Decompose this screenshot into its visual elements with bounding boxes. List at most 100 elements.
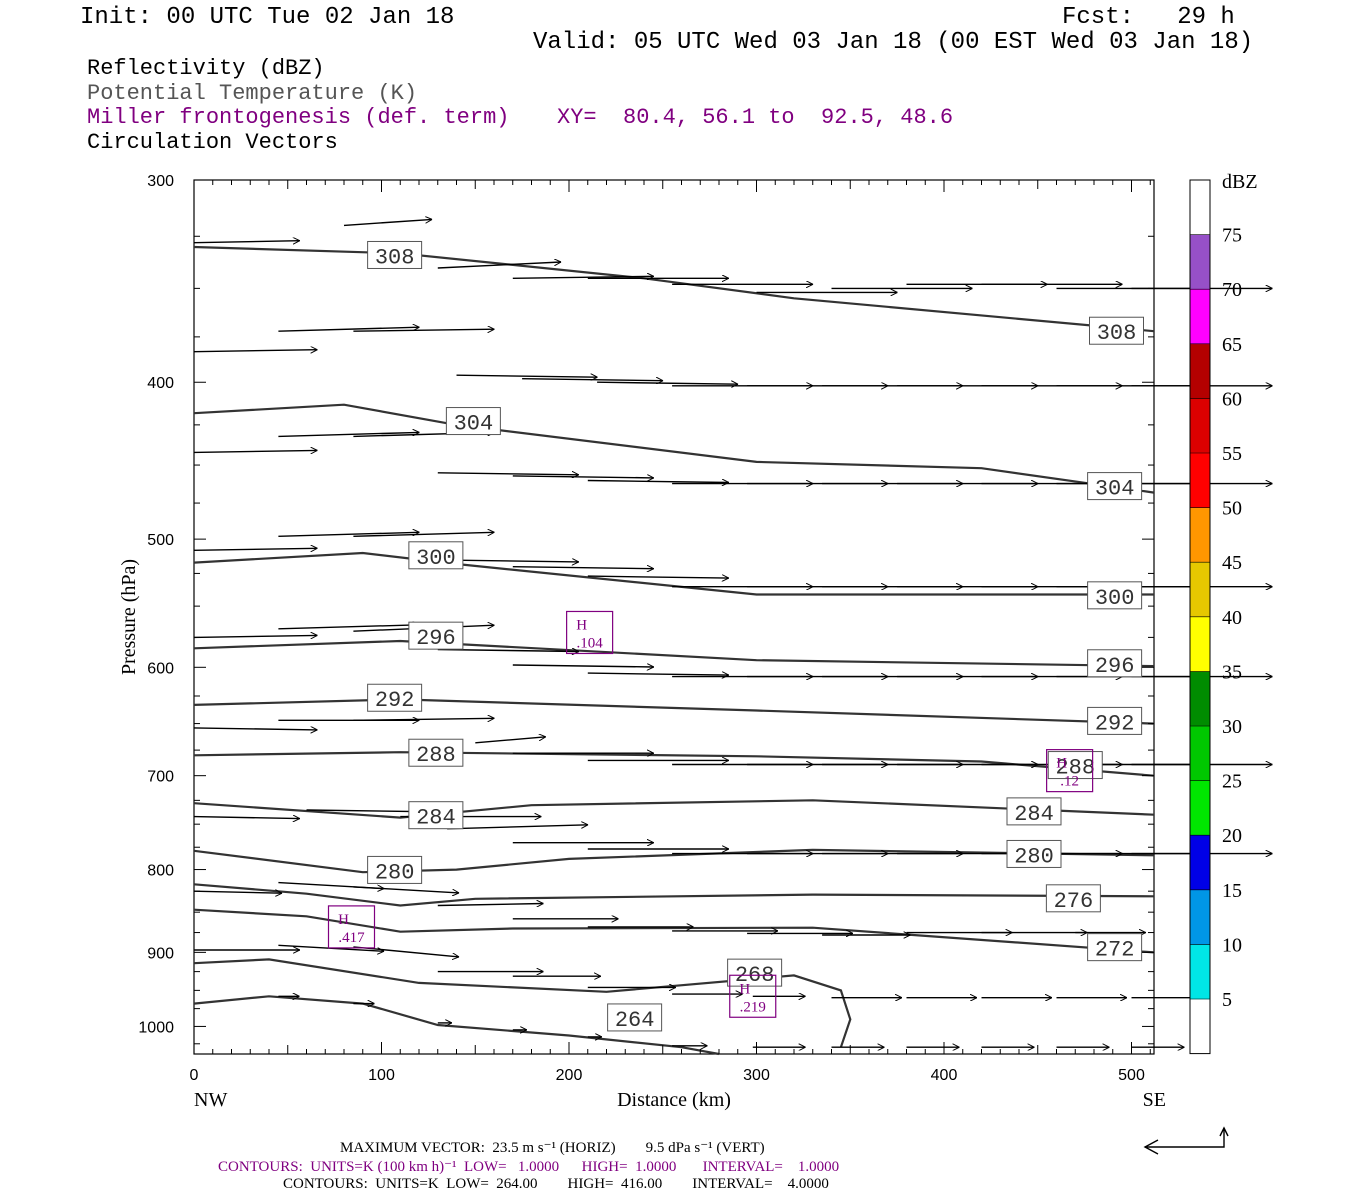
circulation-vector — [353, 886, 459, 893]
colorbar-label: 20 — [1222, 825, 1242, 847]
theta-label-box — [1006, 797, 1062, 826]
theta-label-box — [1006, 839, 1062, 868]
circulation-vector — [193, 350, 317, 352]
cross-section-endpoints: XY= 80.4, 56.1 to 92.5, 48.6 — [557, 105, 954, 130]
colorbar-label: 50 — [1222, 498, 1242, 520]
theta-label: 288 — [416, 743, 456, 768]
theta-contour-304 — [193, 403, 1155, 494]
colorbar-bin — [1190, 180, 1210, 235]
theta-label-box — [445, 407, 501, 436]
frontogenesis-max-label: H — [338, 912, 349, 928]
colorbar-label: 25 — [1222, 771, 1242, 793]
dbz-colorbar: 5 10 15 20 25 30 35 40 45 50 55 60 65 70 75 dBZ — [1189, 171, 1258, 1055]
field-potential-temperature: Potential Temperature (K) — [87, 81, 418, 106]
circulation-vector — [475, 737, 546, 744]
forecast-hour: Fcst: 29 h — [1062, 4, 1235, 31]
circulation-vector — [353, 718, 494, 720]
theta-label-box — [367, 683, 423, 712]
colorbar-bin — [1190, 671, 1210, 727]
theta-label-box — [1087, 649, 1143, 678]
circulation-vector — [193, 635, 317, 637]
theta-contour-272 — [193, 908, 1155, 954]
colorbar-bin — [1190, 398, 1210, 454]
theta-label-box — [1089, 316, 1144, 345]
theta-label-box — [1087, 706, 1143, 735]
colorbar-bin — [1190, 507, 1210, 563]
colorbar-label: 75 — [1222, 225, 1242, 247]
colorbar-bin — [1190, 889, 1210, 945]
frontogenesis-max-label: H — [576, 617, 587, 633]
circulation-vector — [353, 532, 494, 537]
circulation-vector — [193, 450, 317, 452]
circulation-vector — [512, 276, 654, 278]
colorbar-bin — [1190, 453, 1210, 508]
frontogenesis-max-value: .104 — [577, 635, 604, 651]
theta-label: 308 — [1097, 321, 1137, 346]
plot-frame — [193, 179, 1155, 1055]
circulation-vector — [437, 473, 579, 475]
circulation-vector — [437, 650, 579, 652]
circulation-vector — [587, 673, 729, 675]
circulation-vector — [278, 625, 419, 630]
y-tick-label: 900 — [147, 945, 174, 962]
y-tick-label: 600 — [147, 660, 174, 677]
colorbar-bin — [1190, 780, 1210, 836]
field-miller-frontogenesis: Miller frontogenesis (def. term) — [87, 105, 510, 130]
y-tick-label: 400 — [147, 375, 174, 392]
reference-vector-icon — [1143, 1126, 1229, 1155]
y-tick-label: 700 — [147, 769, 174, 786]
colorbar-label: 45 — [1222, 552, 1242, 574]
circulation-vector — [343, 219, 432, 227]
circulation-vector — [456, 375, 598, 377]
colorbar-unit: dBZ — [1222, 171, 1258, 193]
frontogenesis-maxima: H .104 H .417 H .219 H .12 — [327, 610, 1094, 1018]
theta-label: 304 — [454, 412, 494, 437]
circulation-vector — [587, 481, 729, 483]
theta-label-box — [408, 738, 464, 767]
theta-label-box — [607, 1003, 663, 1032]
circulation-vector — [353, 329, 494, 331]
colorbar-bin — [1190, 999, 1210, 1054]
field-circulation-vectors: Circulation Vectors — [87, 130, 338, 155]
circulation-vector — [193, 548, 317, 550]
theta-label-box — [1045, 884, 1101, 913]
frontogenesis-max-box — [327, 905, 376, 949]
colorbar-label: 15 — [1222, 880, 1242, 902]
colorbar-label: 35 — [1222, 661, 1242, 683]
theta-label-box — [1087, 581, 1143, 610]
x-axis-title: Distance (km) — [617, 1089, 731, 1111]
circulation-vector — [512, 665, 654, 667]
circulation-vector — [278, 327, 419, 332]
frontogenesis-max-box — [1046, 749, 1094, 793]
colorbar-label: 5 — [1222, 989, 1232, 1011]
theta-label: 272 — [1095, 938, 1135, 963]
circulation-vector — [193, 891, 282, 893]
colorbar-label: 60 — [1222, 388, 1242, 410]
theta-contour-288 — [193, 751, 1155, 777]
valid-time: Valid: 05 UTC Wed 03 Jan 18 (00 EST Wed … — [533, 29, 1254, 56]
theta-label: 264 — [615, 1008, 655, 1033]
colorbar-bin — [1190, 234, 1210, 290]
colorbar-label: 55 — [1222, 443, 1242, 465]
colorbar-label: 30 — [1222, 716, 1242, 738]
field-reflectivity: Reflectivity (dBZ) — [87, 56, 325, 81]
colorbar-label: 10 — [1222, 934, 1242, 956]
theta-contour-note: CONTOURS: UNITS=K LOW= 264.00 HIGH= 416.… — [283, 1176, 829, 1192]
theta-label-box — [1047, 751, 1103, 780]
max-vector-note: MAXIMUM VECTOR: 23.5 m s⁻¹ (HORIZ) 9.5 d… — [340, 1140, 765, 1156]
x-tick-label: 100 — [368, 1067, 395, 1084]
frontogenesis-max-value: .12 — [1060, 774, 1079, 790]
colorbar-bin — [1190, 726, 1210, 781]
frontogenesis-max-box — [729, 974, 777, 1018]
circulation-vector — [278, 432, 419, 438]
circulation-vector — [437, 262, 561, 269]
theta-label: 292 — [1095, 711, 1135, 736]
colorbar-bin — [1190, 835, 1210, 891]
theta-label: 280 — [375, 860, 415, 885]
circulation-vector — [522, 379, 663, 381]
colorbar-label: 70 — [1222, 279, 1242, 301]
theta-label: 284 — [1014, 802, 1054, 827]
x-tick-label: 400 — [931, 1067, 958, 1084]
colorbar-bin — [1190, 944, 1210, 1000]
circulation-vector — [193, 241, 300, 243]
